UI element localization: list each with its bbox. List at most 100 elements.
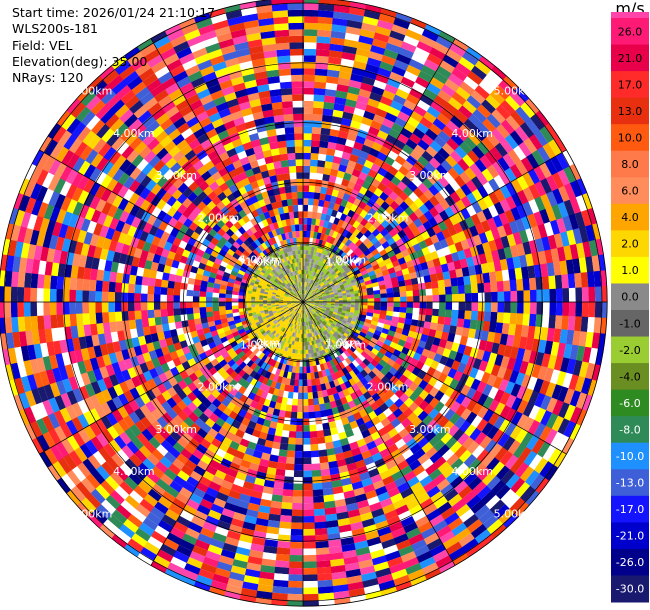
velocity-gate: [167, 462, 181, 476]
velocity-gate: [292, 324, 296, 329]
velocity-gate: [516, 399, 529, 415]
velocity-gate: [326, 454, 337, 463]
velocity-gate: [325, 154, 335, 163]
velocity-gate: [523, 137, 538, 155]
velocity-gate: [315, 290, 320, 294]
velocity-gate: [231, 434, 243, 445]
velocity-gate: [326, 242, 333, 251]
velocity-gate: [462, 100, 478, 115]
velocity-gate: [363, 366, 372, 375]
velocity-gate: [440, 84, 457, 98]
velocity-gate: [357, 41, 373, 52]
velocity-gate: [364, 334, 373, 342]
velocity-gate: [465, 387, 477, 401]
velocity-gate: [474, 158, 488, 173]
velocity-gate: [295, 312, 299, 317]
velocity-gate: [435, 362, 446, 374]
velocity-gate: [270, 314, 275, 319]
velocity-gate: [320, 332, 325, 337]
velocity-gate: [439, 294, 446, 303]
velocity-gate: [438, 309, 446, 318]
velocity-gate: [155, 443, 169, 457]
velocity-gate: [305, 353, 309, 358]
velocity-gate: [328, 552, 344, 561]
velocity-gate: [376, 491, 391, 503]
velocity-gate: [394, 580, 413, 592]
velocity-gate: [447, 225, 458, 237]
velocity-gate: [518, 254, 528, 269]
velocity-gate: [345, 269, 351, 274]
velocity-gate: [487, 412, 500, 427]
velocity-gate: [281, 397, 288, 405]
velocity-gate: [215, 375, 226, 385]
velocity-gate: [179, 447, 193, 460]
velocity-gate: [169, 366, 180, 377]
velocity-gate: [294, 320, 297, 325]
velocity-gate: [268, 507, 282, 516]
velocity-gate: [417, 182, 429, 194]
velocity-gate: [307, 217, 313, 225]
velocity-gate: [409, 324, 418, 333]
velocity-gate: [309, 311, 313, 316]
velocity-gate: [282, 323, 287, 328]
velocity-gate: [239, 587, 258, 598]
velocity-gate: [353, 269, 361, 276]
velocity-gate: [480, 371, 491, 385]
velocity-gate: [312, 308, 317, 312]
velocity-gate: [288, 561, 303, 569]
velocity-gate: [331, 259, 336, 265]
velocity-gate: [309, 316, 313, 321]
velocity-gate: [316, 42, 332, 51]
velocity-gate: [314, 305, 319, 308]
velocity-gate: [525, 253, 535, 268]
velocity-gate: [88, 289, 96, 302]
velocity-gate: [314, 326, 318, 332]
velocity-gate: [319, 312, 324, 316]
velocity-gate: [533, 457, 549, 475]
velocity-gate: [398, 280, 406, 288]
velocity-gate: [432, 337, 441, 347]
velocity-gate: [386, 306, 394, 312]
velocity-gate: [122, 414, 135, 428]
velocity-gate: [346, 334, 351, 339]
velocity-gate: [227, 571, 245, 582]
velocity-gate: [397, 133, 410, 145]
velocity-gate: [318, 304, 323, 307]
velocity-gate: [409, 481, 424, 494]
velocity-gate: [134, 283, 142, 294]
velocity-gate: [283, 469, 295, 477]
velocity-gate: [328, 421, 337, 430]
velocity-gate: [359, 234, 368, 243]
velocity-gate: [360, 226, 369, 235]
velocity-gate: [421, 246, 431, 256]
velocity-gate: [425, 288, 433, 297]
velocity-gate: [310, 310, 314, 315]
velocity-gate: [186, 307, 194, 315]
velocity-gate: [487, 261, 496, 274]
velocity-gate: [482, 74, 500, 91]
velocity-gate: [420, 441, 434, 454]
velocity-gate: [320, 277, 325, 282]
velocity-gate: [499, 391, 511, 406]
velocity-gate: [305, 309, 308, 314]
velocity-gate: [288, 554, 303, 562]
velocity-gate: [302, 349, 306, 354]
velocity-gate: [291, 310, 295, 314]
velocity-gate: [122, 319, 130, 331]
velocity-gate: [354, 272, 363, 279]
velocity-gate: [430, 250, 439, 261]
velocity-gate: [346, 258, 354, 266]
velocity-gate: [305, 296, 310, 300]
velocity-gate: [189, 422, 201, 434]
velocity-gate: [392, 533, 409, 545]
velocity-gate: [341, 151, 352, 161]
velocity-gate: [43, 314, 52, 330]
velocity-gate: [315, 310, 320, 314]
velocity-gate: [317, 599, 335, 606]
velocity-gate: [275, 422, 284, 431]
velocity-gate: [552, 451, 567, 469]
velocity-gate: [418, 214, 429, 225]
velocity-gate: [391, 24, 409, 36]
velocity-gate: [229, 387, 239, 397]
velocity-gate: [443, 408, 456, 422]
